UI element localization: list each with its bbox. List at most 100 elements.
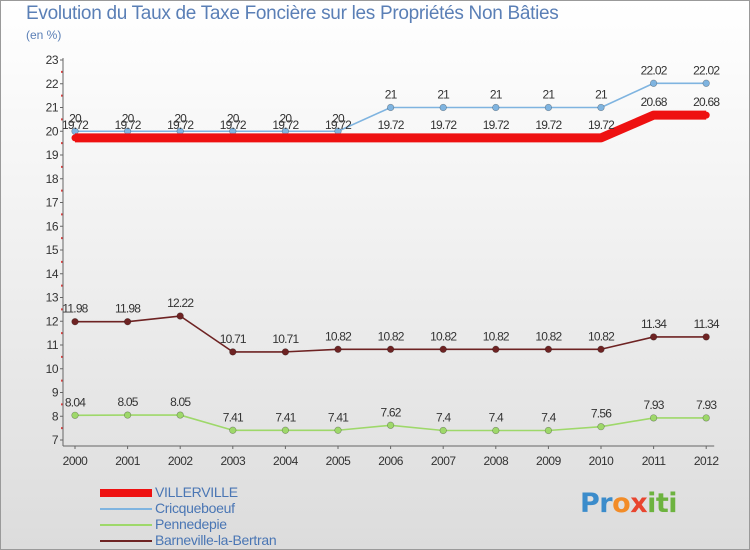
y-tick-label: 17 xyxy=(46,196,59,210)
x-tick-label: 2007 xyxy=(431,454,457,468)
y-tick-label: 18 xyxy=(46,172,59,186)
y-tick-label: 20 xyxy=(46,124,59,138)
legend-swatch xyxy=(100,540,152,542)
logo-letter: i xyxy=(647,488,656,519)
x-tick-label: 2002 xyxy=(168,454,194,468)
data-label-cricqueboeuf: 20 xyxy=(280,111,293,125)
y-minor-tick xyxy=(61,379,63,382)
data-label-barneville-la-bertran: 11.98 xyxy=(62,302,88,316)
data-point-barneville-la-bertran xyxy=(123,318,132,326)
data-point-villerville xyxy=(702,111,710,119)
y-minor-tick xyxy=(61,70,63,73)
y-tick-label: 19 xyxy=(46,148,59,162)
data-label-barneville-la-bertran: 10.82 xyxy=(483,329,510,343)
legend-label: Pennedepie xyxy=(155,516,227,532)
y-minor-tick xyxy=(61,403,63,406)
y-minor-tick xyxy=(61,213,63,216)
y-tick-label: 16 xyxy=(46,219,59,233)
data-point-pennedepie xyxy=(702,414,710,422)
data-point-villerville xyxy=(281,134,289,142)
y-minor-tick xyxy=(61,284,63,287)
proxiti-logo: Proxiti xyxy=(580,488,678,519)
data-point-villerville xyxy=(124,134,132,142)
x-tick-label: 2003 xyxy=(220,454,246,468)
data-label-cricqueboeuf: 21 xyxy=(490,88,503,102)
data-label-villerville: 19.72 xyxy=(588,118,615,132)
data-label-pennedepie: 7.93 xyxy=(696,398,717,412)
line-chart: 7 8 9 10 11 12 13 14 15 16 17 18 19 20 21 22 23 2000 2001 2… xyxy=(46,53,721,468)
y-minor-tick xyxy=(61,332,63,335)
data-label-pennedepie: 7.62 xyxy=(381,405,402,419)
x-tick-label: 2006 xyxy=(378,454,404,468)
data-label-barneville-la-bertran: 10.82 xyxy=(378,329,405,343)
data-point-barneville-la-bertran xyxy=(281,348,290,356)
data-point-pennedepie xyxy=(544,426,553,435)
data-point-cricqueboeuf xyxy=(387,103,395,112)
y-minor-tick xyxy=(61,118,63,121)
data-label-villerville: 20.68 xyxy=(641,95,668,109)
data-label-pennedepie: 7.41 xyxy=(328,410,349,424)
data-label-pennedepie: 7.41 xyxy=(223,410,244,424)
y-minor-tick xyxy=(61,308,63,311)
data-point-cricqueboeuf xyxy=(649,79,658,87)
data-label-barneville-la-bertran: 10.82 xyxy=(588,329,615,343)
data-point-barneville-la-bertran xyxy=(492,345,500,353)
data-label-cricqueboeuf: 21 xyxy=(437,88,450,102)
data-point-villerville xyxy=(439,134,447,142)
data-point-pennedepie xyxy=(597,423,605,431)
logo-letter: o xyxy=(612,488,631,519)
data-label-pennedepie: 8.05 xyxy=(170,395,191,409)
legend-label: VILLERVILLE xyxy=(155,484,238,500)
data-label-pennedepie: 7.4 xyxy=(489,411,504,425)
data-label-villerville: 19.72 xyxy=(483,118,510,132)
data-point-barneville-la-bertran xyxy=(334,345,342,353)
data-label-villerville: 19.72 xyxy=(325,118,352,132)
data-point-cricqueboeuf xyxy=(439,103,447,112)
data-point-barneville-la-bertran xyxy=(649,333,658,341)
data-point-barneville-la-bertran xyxy=(71,318,79,326)
data-point-barneville-la-bertran xyxy=(597,345,605,353)
data-label-villerville: 19.72 xyxy=(62,118,89,132)
data-point-villerville xyxy=(71,134,79,142)
data-point-villerville xyxy=(544,134,552,142)
data-label-cricqueboeuf: 20 xyxy=(69,111,82,125)
data-point-pennedepie xyxy=(229,426,237,434)
data-point-pennedepie xyxy=(123,411,132,419)
data-point-villerville xyxy=(650,111,658,119)
data-point-barneville-la-bertran xyxy=(387,345,395,353)
y-tick-label: 22 xyxy=(46,77,59,91)
x-tick-label: 2008 xyxy=(483,454,509,468)
chart-title: Evolution du Taux de Taxe Foncière sur l… xyxy=(26,3,559,24)
data-label-barneville-la-bertran: 11.34 xyxy=(694,317,720,331)
data-point-cricqueboeuf xyxy=(492,103,500,112)
data-point-barneville-la-bertran xyxy=(439,345,447,353)
data-point-pennedepie xyxy=(649,414,658,422)
data-label-barneville-la-bertran: 12.22 xyxy=(167,296,194,310)
data-point-barneville-la-bertran xyxy=(544,345,553,353)
data-point-barneville-la-bertran xyxy=(229,348,237,356)
y-minor-tick xyxy=(61,427,63,430)
y-tick-label: 13 xyxy=(46,291,59,305)
y-tick-label: 12 xyxy=(46,314,59,328)
data-point-pennedepie xyxy=(71,411,79,419)
data-point-pennedepie xyxy=(492,426,500,435)
data-point-pennedepie xyxy=(334,426,342,434)
data-label-pennedepie: 8.04 xyxy=(65,395,86,409)
logo-letter: r xyxy=(599,488,613,519)
logo-letter: x xyxy=(630,488,648,519)
data-label-barneville-la-bertran: 10.71 xyxy=(220,332,247,346)
data-label-cricqueboeuf: 21 xyxy=(385,88,398,102)
y-tick-label: 11 xyxy=(47,338,59,352)
data-label-cricqueboeuf: 20 xyxy=(227,111,240,125)
data-label-villerville: 19.72 xyxy=(430,118,457,132)
data-point-cricqueboeuf xyxy=(597,103,605,112)
data-point-villerville xyxy=(492,134,500,142)
y-minor-tick xyxy=(61,355,63,358)
x-tick-label: 2012 xyxy=(694,454,720,468)
y-tick-label: 14 xyxy=(46,267,59,281)
data-label-barneville-la-bertran: 10.82 xyxy=(325,329,352,343)
data-label-pennedepie: 7.93 xyxy=(644,398,665,412)
x-tick-label: 2011 xyxy=(642,454,667,468)
data-label-villerville: 19.72 xyxy=(272,118,299,132)
